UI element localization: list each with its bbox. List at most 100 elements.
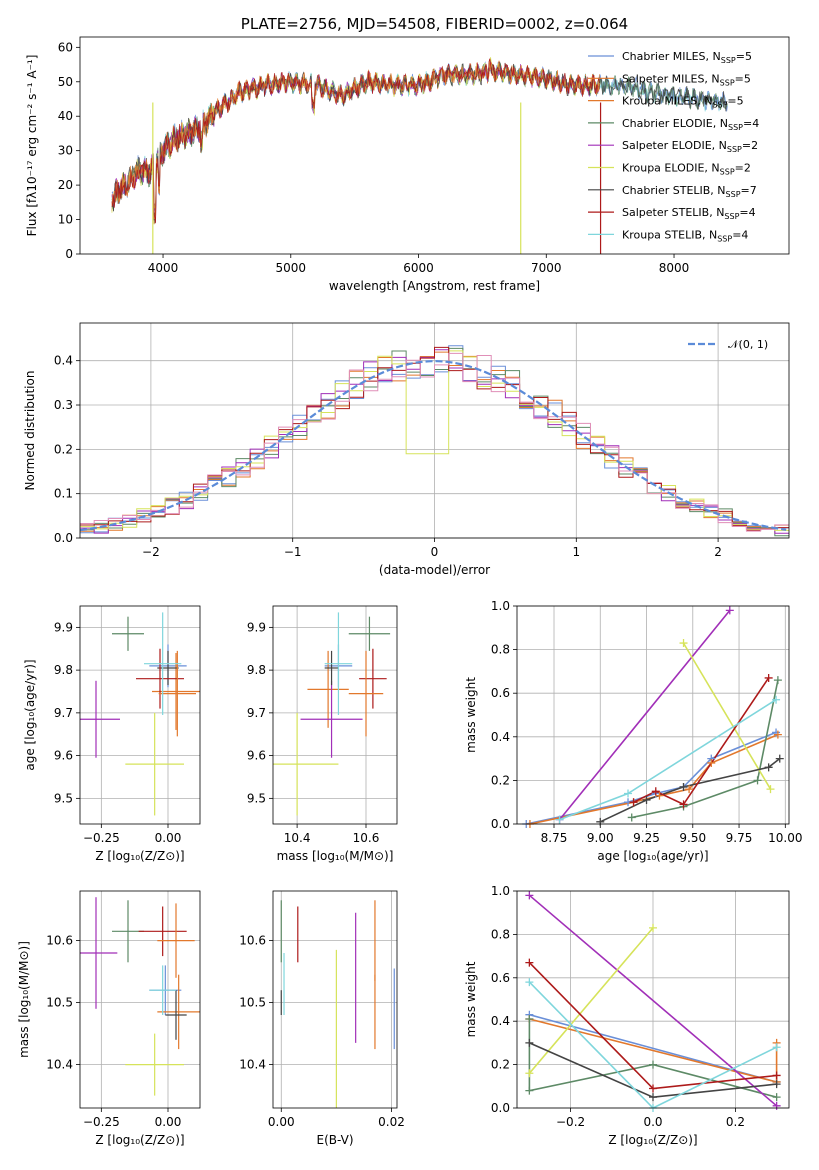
axes-frame	[79, 36, 790, 255]
legend-label: Salpeter ELODIE, NSSP=2	[622, 139, 758, 154]
legend-eq: =	[739, 206, 748, 219]
y-tick-label: 9.7	[247, 706, 266, 720]
y-tick-label: 9.6	[54, 749, 73, 763]
y-tick-label: 10.5	[46, 996, 73, 1010]
y-tick-label: 9.8	[247, 663, 266, 677]
histogram-series	[80, 346, 789, 531]
y-tick-label: 9.5	[247, 791, 266, 805]
weight-series	[633, 677, 770, 806]
weight-series	[528, 981, 777, 1108]
y-tick-label: 0.8	[491, 643, 510, 657]
legend-sub: SSP	[727, 145, 742, 154]
weight-marker	[629, 798, 638, 807]
legend-label: Kroupa STELIB, NSSP=4	[622, 228, 748, 243]
x-tick-label: 1	[572, 545, 580, 559]
weight-marker	[764, 673, 773, 682]
normal-curve	[80, 359, 787, 532]
legend-nssp: 4	[752, 117, 759, 130]
x-tick-label: 9.50	[679, 831, 706, 845]
weight-marker	[773, 730, 782, 739]
legend-label: Kroupa ELODIE, NSSP=2	[622, 162, 751, 177]
x-tick-label: 0.00	[268, 1115, 295, 1129]
plot-area	[80, 345, 789, 537]
weight-marker	[725, 606, 734, 615]
weight-marker	[772, 1043, 781, 1052]
y-tick-label: 9.8	[54, 663, 73, 677]
weight-marker	[773, 676, 782, 685]
y-tick-label: 0.2	[491, 773, 510, 787]
y-tick-label: 20	[58, 178, 73, 192]
weight-marker	[627, 813, 636, 822]
x-axis-label: Z [log₁₀(Z/Z⊙)]	[608, 1133, 697, 1147]
weight-series	[682, 642, 772, 790]
x-tick-label: 0.2	[726, 1115, 745, 1129]
plot-area	[273, 612, 391, 816]
legend-sub: SSP	[717, 234, 732, 243]
panel-7: −0.2 0.0 0.2 0.0 0.2 0.4 0.6 0.8 1.0 Z [log₁₀(Z/Z…	[464, 884, 790, 1147]
x-axis-label: (data-model)/error	[379, 563, 490, 577]
x-axis-label: Z [log₁₀(Z/Z⊙)]	[95, 849, 184, 863]
y-tick-label: 10.5	[239, 996, 266, 1010]
y-axis-label: mass weight	[464, 961, 478, 1037]
weight-marker	[525, 1015, 534, 1024]
y-tick-label: 0	[65, 247, 73, 261]
x-tick-label: 10.4	[284, 831, 311, 845]
x-tick-label: −1	[284, 545, 302, 559]
legend-sub: SSP	[712, 101, 727, 110]
axes-frame	[79, 605, 201, 825]
axes-frame	[516, 605, 790, 825]
y-tick-label: 30	[58, 144, 73, 158]
x-axis-label: age [log₁₀(age/yr)]	[597, 849, 708, 863]
x-tick-label: 0.00	[155, 1115, 182, 1129]
y-tick-label: 0.6	[491, 971, 510, 985]
weight-marker	[679, 782, 688, 791]
legend-nssp: 4	[749, 206, 756, 219]
legend-label: Salpeter MILES, NSSP=5	[622, 72, 751, 87]
y-axis-label: Flux [fλ10⁻¹⁷ erg cm⁻² s⁻¹ A⁻¹]	[25, 55, 39, 237]
legend-nssp: 2	[751, 139, 758, 152]
plot-area	[280, 900, 395, 1108]
plot-area	[528, 894, 778, 1108]
y-tick-label: 0.0	[54, 531, 73, 545]
weight-marker	[655, 791, 664, 800]
y-tick-label: 50	[58, 75, 73, 89]
weight-series	[526, 731, 777, 824]
legend-label: Salpeter STELIB, NSSP=4	[622, 206, 756, 221]
weight-series	[631, 679, 779, 819]
weight-marker	[555, 815, 564, 824]
x-tick-label: 4000	[148, 261, 179, 275]
x-tick-label: 0.0	[643, 1115, 662, 1129]
weight-marker	[525, 978, 534, 987]
weight-marker	[775, 754, 784, 763]
legend-eq: =	[735, 72, 744, 85]
x-tick-label: 9.75	[726, 831, 753, 845]
y-tick-label: 0.2	[491, 1058, 510, 1072]
spectrum-series	[111, 61, 728, 221]
weight-marker	[649, 923, 657, 932]
panel-4: 8.75 9.00 9.25 9.50 9.75 10.00 0.0 0.2 0.4 0.6 0.8…	[464, 599, 802, 863]
y-tick-label: 0.0	[491, 817, 510, 831]
x-tick-label: 8000	[659, 261, 690, 275]
weight-series	[528, 894, 778, 1107]
weight-series	[558, 609, 731, 821]
legend-eq: =	[742, 139, 751, 152]
x-axis-label: wavelength [Angstrom, rest frame]	[329, 279, 540, 293]
weight-marker	[772, 1071, 781, 1080]
y-tick-label: 0.6	[491, 686, 510, 700]
weight-marker	[685, 785, 694, 794]
x-tick-label: 9.00	[587, 831, 614, 845]
y-tick-label: 60	[58, 40, 73, 54]
y-tick-label: 0.0	[491, 1101, 510, 1115]
weight-marker	[596, 817, 605, 826]
y-tick-label: 0.1	[54, 487, 73, 501]
x-tick-label: −0.25	[83, 831, 120, 845]
plot-area	[80, 897, 200, 1096]
weight-marker	[525, 891, 534, 900]
y-tick-label: 9.9	[247, 620, 266, 634]
weight-series	[528, 1019, 777, 1098]
y-tick-label: 9.9	[54, 620, 73, 634]
legend-nssp: 5	[737, 95, 744, 108]
x-tick-label: 0	[431, 545, 439, 559]
weight-marker	[766, 785, 775, 794]
x-tick-label: 7000	[531, 261, 562, 275]
